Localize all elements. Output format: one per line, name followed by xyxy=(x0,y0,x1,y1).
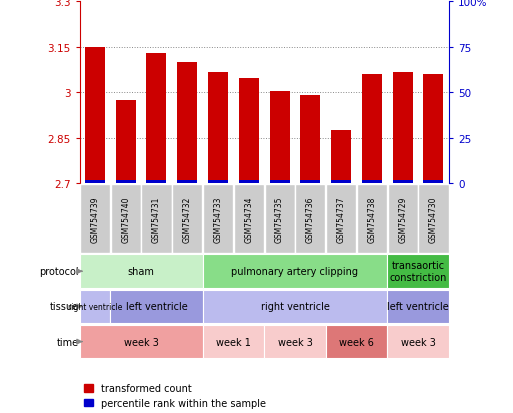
Bar xyxy=(177,63,197,184)
Bar xyxy=(239,180,259,184)
Bar xyxy=(326,185,356,253)
Bar xyxy=(264,325,326,358)
Text: transaortic
constriction: transaortic constriction xyxy=(389,261,447,282)
Text: GSM754733: GSM754733 xyxy=(213,196,223,242)
Bar xyxy=(80,255,203,288)
Text: tissue: tissue xyxy=(50,301,79,312)
Bar xyxy=(80,185,110,253)
Bar xyxy=(362,180,382,184)
Text: pulmonary artery clipping: pulmonary artery clipping xyxy=(231,266,359,277)
Bar xyxy=(115,100,135,184)
Bar xyxy=(387,255,449,288)
Text: GSM754729: GSM754729 xyxy=(398,196,407,242)
Bar xyxy=(270,180,289,184)
Bar xyxy=(300,96,320,184)
Bar xyxy=(393,180,412,184)
Bar xyxy=(203,325,264,358)
Text: week 6: week 6 xyxy=(339,337,374,347)
Bar xyxy=(85,180,105,184)
Bar xyxy=(203,185,233,253)
Bar xyxy=(115,180,135,184)
Bar xyxy=(331,131,351,184)
Bar xyxy=(147,54,166,184)
Text: GSM754740: GSM754740 xyxy=(121,196,130,242)
Bar xyxy=(270,91,289,184)
Text: GDS4545 / 10497323: GDS4545 / 10497323 xyxy=(80,0,244,1)
Bar xyxy=(423,75,443,184)
Text: week 3: week 3 xyxy=(278,337,312,347)
Bar xyxy=(388,185,418,253)
Bar xyxy=(326,325,387,358)
Text: right ventricle: right ventricle xyxy=(68,302,122,311)
Bar xyxy=(80,325,203,358)
Text: week 3: week 3 xyxy=(124,337,159,347)
Bar xyxy=(203,290,387,323)
Bar xyxy=(85,48,105,184)
Bar xyxy=(234,185,264,253)
Bar xyxy=(147,180,166,184)
Bar xyxy=(387,325,449,358)
Bar xyxy=(110,290,203,323)
Bar xyxy=(295,185,325,253)
Bar xyxy=(80,290,110,323)
Text: sham: sham xyxy=(128,266,154,277)
Bar xyxy=(177,180,197,184)
Bar xyxy=(142,185,171,253)
Text: GSM754735: GSM754735 xyxy=(275,196,284,242)
Text: time: time xyxy=(57,337,79,347)
Bar xyxy=(300,180,320,184)
Text: GSM754730: GSM754730 xyxy=(429,196,438,242)
Text: GSM754732: GSM754732 xyxy=(183,196,192,242)
Bar xyxy=(423,180,443,184)
Text: GSM754739: GSM754739 xyxy=(90,196,100,242)
Bar xyxy=(208,180,228,184)
Bar xyxy=(362,75,382,184)
Bar xyxy=(331,180,351,184)
Bar xyxy=(203,255,387,288)
Text: GSM754736: GSM754736 xyxy=(306,196,315,242)
Text: left ventricle: left ventricle xyxy=(126,301,187,312)
Bar xyxy=(239,79,259,184)
Text: GSM754737: GSM754737 xyxy=(337,196,346,242)
Text: right ventricle: right ventricle xyxy=(261,301,329,312)
Text: GSM754734: GSM754734 xyxy=(244,196,253,242)
Text: GSM754731: GSM754731 xyxy=(152,196,161,242)
Bar xyxy=(393,73,412,184)
Text: GSM754738: GSM754738 xyxy=(367,196,377,242)
Text: left ventricle: left ventricle xyxy=(387,301,449,312)
Legend: transformed count, percentile rank within the sample: transformed count, percentile rank withi… xyxy=(84,383,266,408)
Bar xyxy=(387,290,449,323)
Bar xyxy=(419,185,448,253)
Text: week 3: week 3 xyxy=(401,337,436,347)
Bar xyxy=(208,73,228,184)
Text: week 1: week 1 xyxy=(216,337,251,347)
Bar xyxy=(111,185,141,253)
Bar xyxy=(172,185,202,253)
Bar xyxy=(265,185,294,253)
Text: protocol: protocol xyxy=(40,266,79,277)
Bar xyxy=(357,185,387,253)
